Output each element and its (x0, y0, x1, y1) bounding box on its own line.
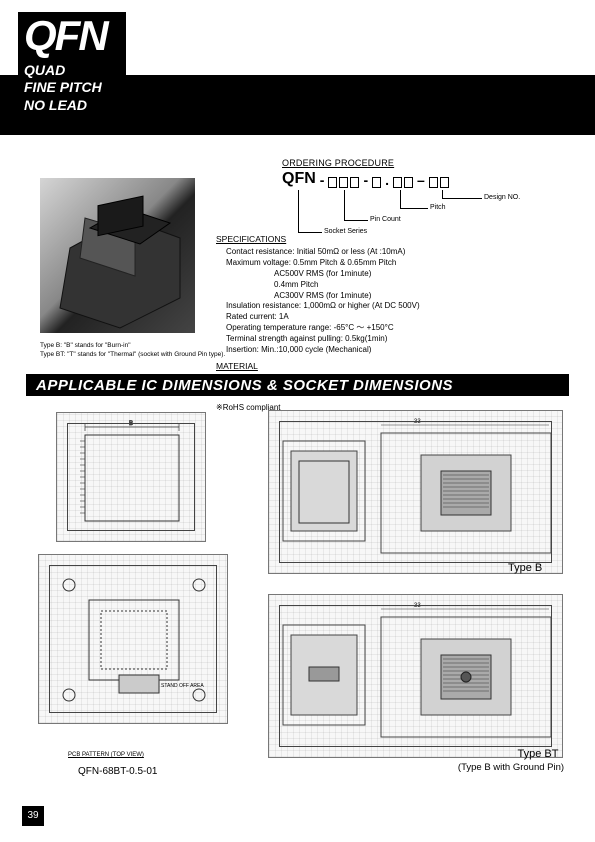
callout-pitch: Pitch (430, 204, 446, 211)
photo-caption: Type B: "B" stands for "Burn-in" Type BT… (40, 342, 225, 360)
code-box (393, 177, 402, 188)
diagram-area: B STAND OFF AREA PCB PATTERN (TOP VIEW) … (38, 404, 568, 792)
spec-heading: SPECIFICATIONS (216, 234, 536, 245)
callout-line (298, 190, 299, 232)
ordering-code-line: QFN - - . – (282, 170, 562, 188)
product-photo (40, 178, 195, 333)
dot: . (385, 172, 389, 188)
subtitle-line-2: FINE PITCH (24, 79, 120, 97)
ic-outline-svg: B (57, 413, 207, 543)
material-heading: MATERIAL (216, 361, 536, 372)
ordering-title: ORDERING PROCEDURE (282, 158, 562, 168)
code-box (339, 177, 348, 188)
svg-text:STAND OFF AREA: STAND OFF AREA (161, 683, 204, 689)
title-block: QFN QUAD FINE PITCH NO LEAD (18, 12, 126, 135)
pcb-pattern-label: PCB PATTERN (TOP VIEW) (68, 752, 144, 758)
callout-line (400, 190, 401, 208)
dash-3: – (417, 172, 425, 188)
spec-line: Insertion: Min.:10,000 cycle (Mechanical… (226, 345, 536, 356)
callout-pin-count: Pin Count (370, 216, 401, 223)
code-box (404, 177, 413, 188)
spec-line: Contact resistance: Initial 50mΩ or less… (226, 247, 536, 258)
type-bt-svg: 33 (269, 595, 564, 759)
callout-design-no: Design NO. (484, 194, 520, 201)
svg-text:33: 33 (414, 603, 421, 609)
title-main: QFN (24, 16, 120, 56)
caption-line-1: Type B: "B" stands for "Burn-in" (40, 342, 225, 351)
ordering-prefix: QFN (282, 170, 316, 188)
callout-line (442, 198, 482, 199)
callout-line (344, 220, 368, 221)
socket-illustration (40, 178, 195, 333)
pcb-pattern-svg: STAND OFF AREA (39, 555, 229, 725)
code-box (350, 177, 359, 188)
type-b-svg: 33 (269, 411, 564, 575)
socket-drawing-type-bt: 33 (268, 594, 563, 758)
type-bt-label: Type BT (498, 748, 578, 760)
page-number-tab: 39 (22, 806, 44, 826)
spec-line: 0.4mm Pitch (274, 280, 536, 291)
dash-2: - (363, 172, 368, 188)
callout-line (344, 190, 345, 220)
subtitle-line-3: NO LEAD (24, 97, 120, 115)
caption-line-2: Type BT: "T" stands for "Thermal" (socke… (40, 351, 225, 360)
ordering-procedure: ORDERING PROCEDURE QFN - - . – Design NO… (282, 158, 562, 238)
ordering-callouts: Design NO. Pitch Pin Count Socket Series (282, 190, 562, 238)
dash-1: - (320, 172, 325, 188)
spec-line: Maximum voltage: 0.5mm Pitch & 0.65mm Pi… (226, 258, 536, 269)
subtitle-line-1: QUAD (24, 62, 120, 80)
section-bar: APPLICABLE IC DIMENSIONS & SOCKET DIMENS… (26, 374, 569, 396)
box-group-2 (372, 177, 381, 188)
spec-line: Rated current: 1A (226, 312, 536, 323)
ic-drawing-bottom: STAND OFF AREA (38, 554, 228, 724)
title-sub: QUAD FINE PITCH NO LEAD (24, 62, 120, 115)
svg-text:B: B (129, 421, 133, 427)
ic-drawing-top: B (56, 412, 206, 542)
box-group-1 (328, 177, 359, 188)
box-group-3 (393, 177, 413, 188)
callout-line (400, 208, 428, 209)
code-box (429, 177, 438, 188)
code-box (372, 177, 381, 188)
spec-line: AC500V RMS (for 1minute) (274, 269, 536, 280)
code-box (440, 177, 449, 188)
type-bt-sublabel: (Type B with Ground Pin) (436, 762, 586, 773)
spec-line: Terminal strength against pulling: 0.5kg… (226, 334, 536, 345)
box-group-4 (429, 177, 449, 188)
spec-line: Operating temperature range: -65°C ～ +15… (226, 323, 536, 334)
socket-drawing-type-b: 33 (268, 410, 563, 574)
callout-line (442, 190, 443, 198)
callout-line (298, 232, 322, 233)
ic-bottom-label: QFN-68BT-0.5-01 (78, 766, 157, 777)
spec-line: Insulation resistance: 1,000mΩ or higher… (226, 301, 536, 312)
spec-line: AC300V RMS (for 1minute) (274, 291, 536, 302)
type-b-label: Type B (508, 562, 542, 574)
svg-text:33: 33 (414, 419, 421, 425)
code-box (328, 177, 337, 188)
